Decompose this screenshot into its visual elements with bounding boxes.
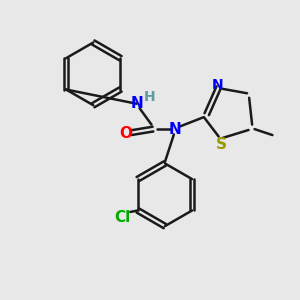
Text: Cl: Cl bbox=[114, 210, 130, 225]
Text: N: N bbox=[130, 96, 143, 111]
Text: H: H bbox=[143, 90, 155, 104]
Text: O: O bbox=[120, 126, 133, 141]
Text: N: N bbox=[169, 122, 182, 136]
Text: S: S bbox=[216, 136, 226, 152]
Text: N: N bbox=[212, 78, 223, 92]
